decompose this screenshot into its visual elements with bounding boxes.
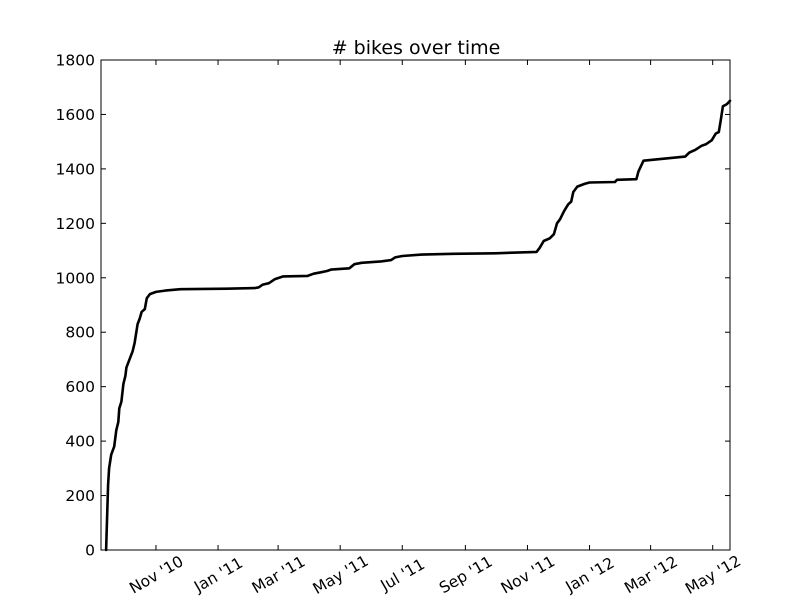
x-tick-label: Mar '12 (621, 553, 680, 598)
x-tick-label: Jan '11 (190, 554, 246, 596)
x-tick-label: Nov '11 (498, 552, 558, 597)
y-tick-label: 1200 (56, 215, 95, 233)
series-line (104, 99, 732, 552)
y-tick-label: 1000 (56, 269, 95, 287)
x-tick-label: Nov '10 (126, 552, 186, 597)
x-tick-label: May '11 (310, 552, 372, 598)
y-tick-label: 400 (65, 433, 95, 451)
y-tick-label: 0 (85, 542, 95, 560)
x-tick-label: Mar '11 (249, 553, 308, 598)
y-axis: 0 200 400 600 800 1000 1200 1400 1600 1800 (56, 52, 730, 560)
y-tick-label: 1400 (56, 160, 95, 178)
x-axis: Nov '10 Jan '11 Mar '11 May '11 Jul '11 Sep '… (126, 60, 744, 598)
plot-frame (100, 59, 731, 551)
x-tick-label: Jan '12 (562, 554, 618, 596)
x-tick-label: May '12 (682, 552, 744, 598)
y-tick-label: 200 (65, 487, 95, 505)
x-tick-label: Jul '11 (377, 555, 428, 595)
y-tick-label: 800 (65, 324, 95, 342)
chart-title: # bikes over time (332, 37, 501, 59)
y-tick-label: 1800 (56, 52, 95, 70)
x-tick-label: Sep '11 (436, 553, 495, 598)
y-tick-label: 600 (65, 378, 95, 396)
y-tick-label: 1600 (56, 106, 95, 124)
